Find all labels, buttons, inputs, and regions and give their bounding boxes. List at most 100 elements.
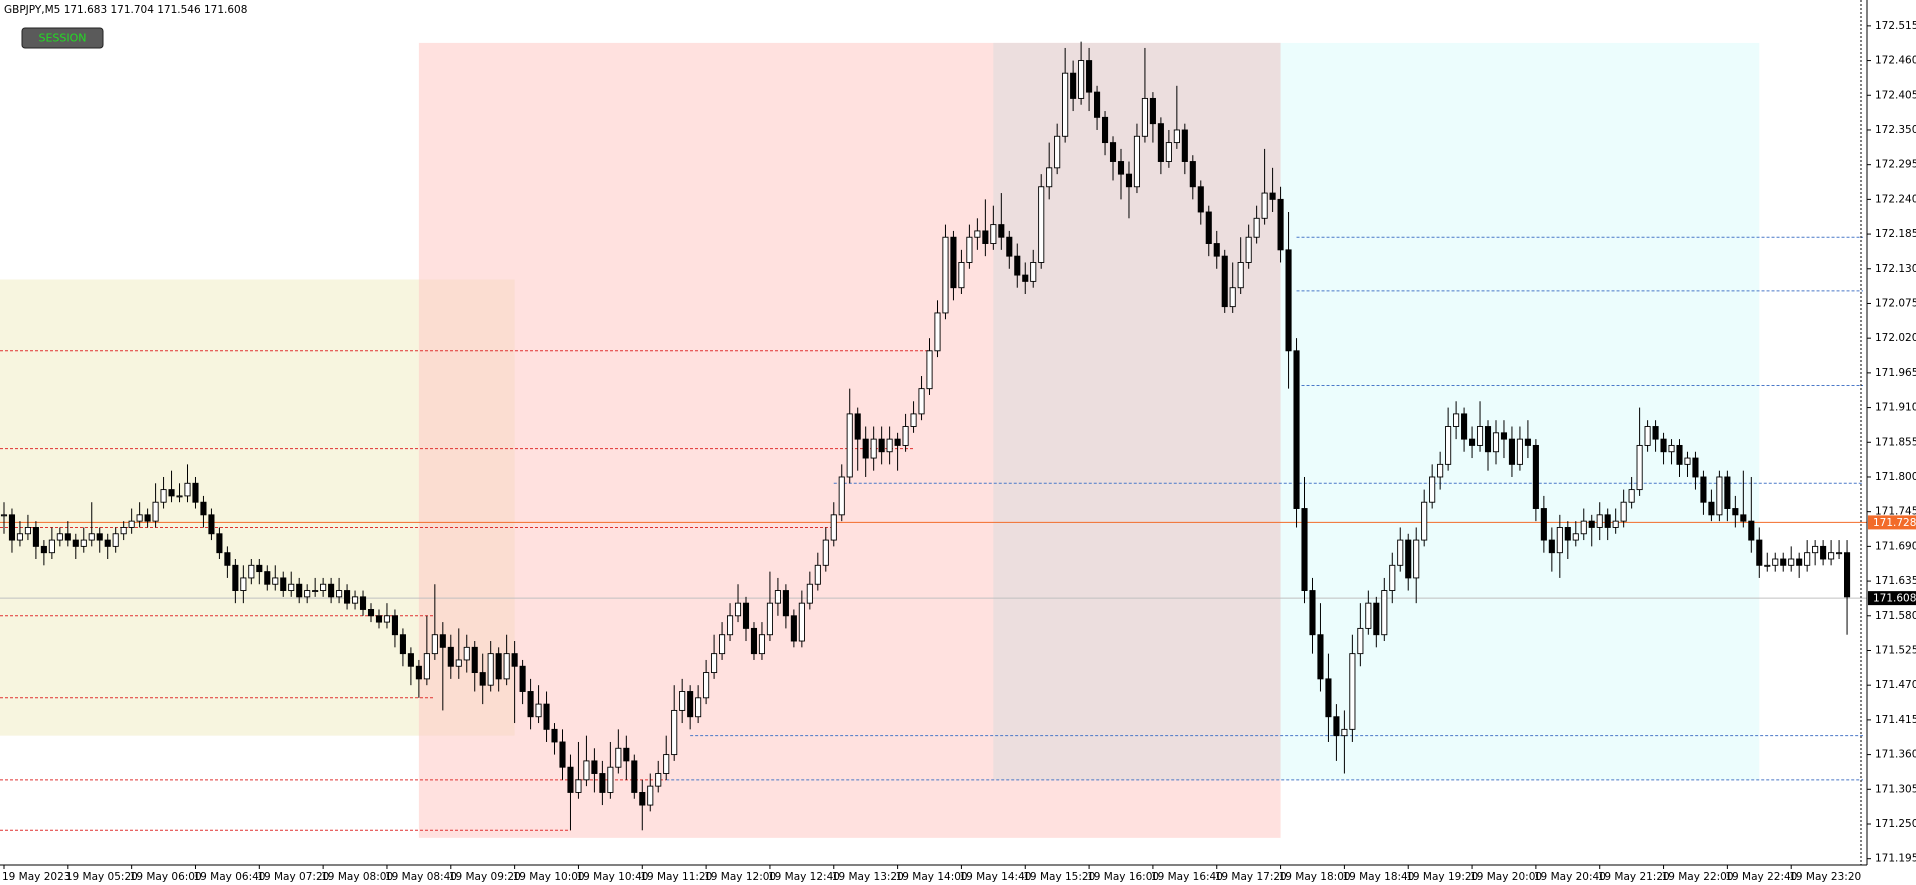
candle-body xyxy=(320,583,327,591)
y-tick-label: 171.910 xyxy=(1875,402,1916,414)
time-axis-bg xyxy=(0,865,1867,885)
candle-body xyxy=(1421,501,1428,541)
candle-body xyxy=(1628,489,1635,503)
candle-body xyxy=(1596,514,1603,528)
session-button[interactable] xyxy=(21,27,104,49)
candle-body xyxy=(830,514,837,541)
candle-body xyxy=(998,224,1005,238)
candle-body xyxy=(822,539,829,566)
candle-body xyxy=(1540,508,1547,541)
y-tick-label: 172.240 xyxy=(1875,193,1916,205)
candle-body xyxy=(926,350,933,390)
candle-body xyxy=(1692,457,1699,478)
y-tick-label: 171.470 xyxy=(1875,679,1916,691)
x-tick-label: 19 May 22:00 xyxy=(1662,871,1734,883)
price-tag-label: 171.608 xyxy=(1873,593,1916,605)
candle-body xyxy=(304,590,311,598)
candle-body xyxy=(1764,564,1771,567)
candle-body xyxy=(1413,539,1420,579)
x-tick-label: 19 May 12:40 xyxy=(768,871,840,883)
x-tick-label: 19 May 16:40 xyxy=(1151,871,1223,883)
price-axis-bg xyxy=(1867,0,1916,885)
candle-body xyxy=(216,533,223,554)
candle-body xyxy=(1237,262,1244,289)
candle-body xyxy=(16,533,23,541)
level-layer xyxy=(0,236,1867,831)
candle-body xyxy=(1117,161,1125,175)
chart-title: GBPJPY,M5 171.683 171.704 171.546 171.60… xyxy=(4,4,247,16)
candle-body xyxy=(160,489,167,503)
candle-body xyxy=(1469,438,1476,446)
x-tick-label: 19 May 11:20 xyxy=(640,871,712,883)
candle-body xyxy=(1149,97,1156,125)
candle-body xyxy=(1405,539,1412,579)
candle-body xyxy=(375,615,383,623)
candle-body xyxy=(950,236,957,289)
candle-body xyxy=(703,672,710,699)
candle-body xyxy=(1516,438,1523,465)
candle-body xyxy=(878,438,885,453)
x-tick-label: 19 May 2023 xyxy=(2,871,70,883)
x-tick-label: 19 May 17:20 xyxy=(1215,871,1287,883)
candle-body xyxy=(328,583,335,598)
candle-body xyxy=(1684,457,1691,465)
price-tag xyxy=(1868,591,1916,606)
candle-body xyxy=(870,438,877,459)
candle-body xyxy=(208,514,215,535)
candle-body xyxy=(8,514,16,541)
candle-body xyxy=(1732,508,1739,516)
price-tag-label: 171.728 xyxy=(1873,517,1916,529)
y-tick-label: 171.250 xyxy=(1875,818,1916,830)
candle-body xyxy=(1349,653,1356,730)
candle-body xyxy=(1796,558,1803,566)
y-tick-label: 171.965 xyxy=(1875,367,1916,379)
candle-body xyxy=(1836,552,1843,555)
candle-body xyxy=(1141,97,1148,137)
candle-body xyxy=(1293,350,1300,509)
y-tick-label: 171.305 xyxy=(1875,783,1916,795)
candle-body xyxy=(519,665,526,692)
x-tick-label: 19 May 20:00 xyxy=(1470,871,1542,883)
x-tick-label: 19 May 09:20 xyxy=(449,871,521,883)
candle-body xyxy=(1644,426,1651,446)
candle-body xyxy=(32,527,39,547)
candle-body xyxy=(1492,432,1500,453)
candle-body xyxy=(719,634,726,655)
candle-body xyxy=(567,766,574,793)
candle-body xyxy=(288,583,295,591)
candle-body xyxy=(671,709,678,756)
candle-body xyxy=(48,539,55,554)
candle-body xyxy=(1788,558,1795,566)
candle-body xyxy=(64,533,71,541)
x-tick-label: 19 May 16:00 xyxy=(1087,871,1159,883)
candle-body xyxy=(1780,558,1787,566)
candle-body xyxy=(655,773,662,787)
candle-body xyxy=(40,545,47,554)
x-tick-label: 19 May 06:40 xyxy=(193,871,265,883)
candle-body xyxy=(1524,438,1531,446)
candle-body xyxy=(1389,564,1396,591)
candle-body xyxy=(168,489,175,497)
candle-body xyxy=(455,659,462,667)
candle-body xyxy=(1014,255,1021,276)
y-tick-label: 171.415 xyxy=(1875,714,1916,726)
candle-body xyxy=(543,703,550,730)
session-button-label[interactable]: SESSION xyxy=(38,32,86,45)
candle-body xyxy=(934,312,941,352)
x-tick-label: 19 May 14:00 xyxy=(896,871,968,883)
x-tick-label: 19 May 23:20 xyxy=(1789,871,1861,883)
candle-body xyxy=(495,653,502,680)
y-tick-label: 172.295 xyxy=(1875,159,1916,171)
candle-body xyxy=(1285,249,1292,352)
candle-body xyxy=(726,615,734,636)
candle-body xyxy=(631,760,638,793)
y-tick-label: 172.405 xyxy=(1875,89,1916,101)
candle-body xyxy=(1748,520,1755,541)
candle-body xyxy=(966,236,973,263)
candle-body xyxy=(399,634,406,655)
candle-body xyxy=(615,747,622,768)
candle-body xyxy=(447,646,454,667)
candle-body xyxy=(1094,91,1101,118)
candle-body xyxy=(1062,72,1069,137)
